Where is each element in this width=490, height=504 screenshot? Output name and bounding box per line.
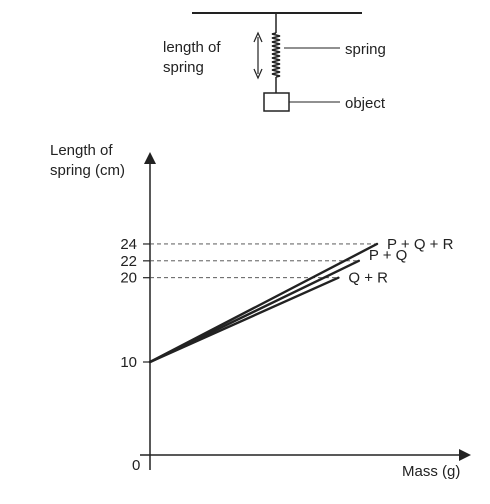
y-tick-label: 20 [120, 270, 137, 287]
object-label: object [345, 95, 386, 112]
origin-label: 0 [132, 457, 140, 474]
y-tick-label: 10 [120, 354, 137, 371]
series-label: P + Q + R [387, 236, 454, 253]
x-axis-label: Mass (g) [402, 463, 460, 480]
length-double-arrow [253, 31, 263, 80]
series-label: Q + R [348, 270, 388, 287]
object-block [263, 92, 290, 112]
series-line [148, 242, 379, 364]
spring-label: spring [345, 41, 386, 58]
y-tick-label: 22 [120, 253, 137, 270]
y-axis-label-line1: Length of [50, 142, 113, 159]
spring-coil [271, 32, 281, 78]
y-tick-label: 24 [120, 236, 137, 253]
y-axis-label-line2: spring (cm) [50, 162, 125, 179]
length-of-spring-label-line2: spring [163, 59, 204, 76]
series-label: P + Q [369, 247, 408, 264]
series-line [148, 276, 340, 364]
length-of-spring-label-line1: length of [163, 39, 221, 56]
graph: Length of spring (cm) Mass (g) 0 10 20222… [50, 142, 471, 480]
spring-coil-path [271, 32, 281, 78]
apparatus-diagram: length of spring spring object [163, 12, 386, 112]
